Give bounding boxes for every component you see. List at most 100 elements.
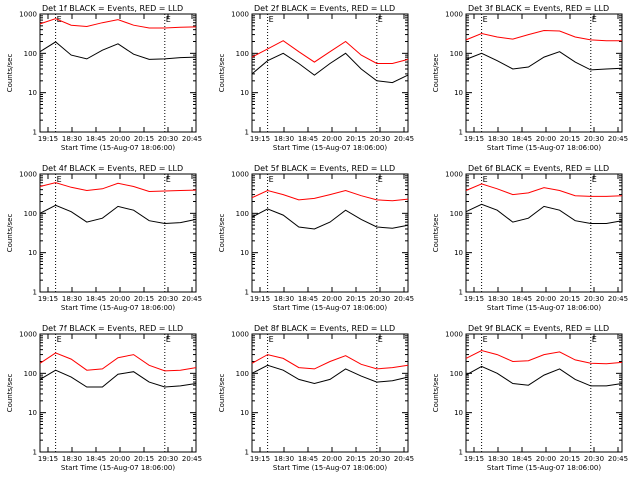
y-tick-label: 10 <box>28 249 37 257</box>
event-marker-label: E <box>483 175 488 184</box>
y-tick-label: 10 <box>454 89 463 97</box>
x-tick-label: 19:15 <box>464 135 484 143</box>
x-tick-label: 20:00 <box>110 455 130 463</box>
x-tick-label: 19:15 <box>464 455 484 463</box>
x-tick-label: 18:30 <box>488 135 508 143</box>
x-tick-label: 20:30 <box>158 135 178 143</box>
x-tick-label: 20:00 <box>110 295 130 303</box>
y-tick-label: 1 <box>245 289 249 297</box>
y-tick-label: 1 <box>245 449 249 457</box>
y-tick-label: 1000 <box>19 171 37 179</box>
x-tick-label: 18:30 <box>488 455 508 463</box>
detector-panel-8: Det 8f BLACK = Events, RED = LLD 1 10 100 10… <box>218 324 414 472</box>
x-tick-label: 20:15 <box>560 455 580 463</box>
y-axis-label: Counts/sec <box>432 374 440 413</box>
x-tick-label: 20:15 <box>134 135 154 143</box>
x-tick-label: 18:30 <box>62 135 82 143</box>
y-tick-label: 100 <box>24 370 37 378</box>
series-line-lld <box>465 183 623 197</box>
y-tick-label: 10 <box>28 89 37 97</box>
series-line-events <box>251 208 409 230</box>
x-tick-label: 18:30 <box>274 135 294 143</box>
detector-panel-5: Det 5f BLACK = Events, RED = LLD 1 10 100 10… <box>218 164 414 312</box>
x-tick-label: 20:15 <box>560 295 580 303</box>
y-tick-label: 10 <box>28 409 37 417</box>
x-tick-label: 20:45 <box>608 295 628 303</box>
y-axis-label: Counts/sec <box>6 214 14 253</box>
detector-panel-4: Det 4f BLACK = Events, RED = LLD 1 10 100 10… <box>6 164 202 312</box>
y-tick-label: 100 <box>450 210 463 218</box>
x-tick-label: 18:30 <box>274 295 294 303</box>
plot-frame <box>465 333 623 453</box>
detector-panel-3: Det 3f BLACK = Events, RED = LLD 1 10 100 10… <box>432 4 628 152</box>
x-tick-label: 20:45 <box>394 135 414 143</box>
series-line-lld <box>465 29 622 42</box>
detector-panel-1: Det 1f BLACK = Events, RED = LLD 1 10 100 10… <box>6 4 202 152</box>
y-tick-label: 1000 <box>19 11 37 19</box>
y-tick-label: 1 <box>459 289 463 297</box>
x-axis-label: Start Time (15-Aug-07 18:06:00) <box>61 144 175 152</box>
y-tick-label: 100 <box>24 50 37 58</box>
event-marker-label: E <box>57 335 62 344</box>
event-marker-label: E <box>166 335 171 344</box>
x-tick-label: 18:45 <box>86 455 106 463</box>
plot-frame <box>465 173 623 293</box>
x-tick-label: 20:30 <box>158 295 178 303</box>
x-tick-label: 20:30 <box>370 135 390 143</box>
plot-frame <box>39 173 197 293</box>
y-tick-label: 1000 <box>231 11 249 19</box>
y-tick-label: 100 <box>24 210 37 218</box>
plot-frame <box>251 333 409 453</box>
x-tick-label: 19:15 <box>250 135 270 143</box>
event-marker-label: E <box>166 175 171 184</box>
x-tick-label: 20:15 <box>346 295 366 303</box>
event-marker-label: E <box>483 335 488 344</box>
y-tick-label: 10 <box>240 409 249 417</box>
x-tick-label: 20:00 <box>536 135 556 143</box>
y-tick-label: 100 <box>236 370 249 378</box>
x-tick-label: 20:15 <box>346 455 366 463</box>
detector-panel-6: Det 6f BLACK = Events, RED = LLD 1 10 100 10… <box>432 164 628 312</box>
series-line-lld <box>465 349 623 365</box>
y-tick-label: 10 <box>240 89 249 97</box>
y-tick-label: 1000 <box>231 171 249 179</box>
event-marker-label: E <box>592 335 597 344</box>
x-tick-label: 20:45 <box>182 295 202 303</box>
y-axis-label: Counts/sec <box>218 214 226 253</box>
x-tick-label: 20:30 <box>158 455 178 463</box>
x-tick-label: 20:00 <box>322 455 342 463</box>
x-tick-label: 20:00 <box>536 455 556 463</box>
panel-title: Det 2f BLACK = Events, RED = LLD <box>254 4 395 13</box>
event-marker-label: E <box>483 15 488 24</box>
x-tick-label: 19:15 <box>38 455 58 463</box>
x-tick-label: 18:30 <box>488 295 508 303</box>
x-axis-label: Start Time (15-Aug-07 18:06:00) <box>273 304 387 312</box>
event-marker-label: E <box>378 175 383 184</box>
x-axis-label: Start Time (15-Aug-07 18:06:00) <box>487 144 601 152</box>
x-axis-label: Start Time (15-Aug-07 18:06:00) <box>487 464 601 472</box>
x-tick-label: 18:45 <box>298 135 318 143</box>
y-tick-label: 100 <box>236 50 249 58</box>
series-line-lld <box>39 352 197 372</box>
event-marker-label: E <box>57 175 62 184</box>
y-axis-label: Counts/sec <box>432 214 440 253</box>
x-tick-label: 18:30 <box>62 295 82 303</box>
x-tick-label: 20:45 <box>182 135 202 143</box>
y-tick-label: 10 <box>454 249 463 257</box>
y-axis-label: Counts/sec <box>218 54 226 93</box>
series-line-lld <box>251 40 409 64</box>
x-axis-label: Start Time (15-Aug-07 18:06:00) <box>487 304 601 312</box>
x-tick-label: 20:00 <box>110 135 130 143</box>
x-tick-label: 20:00 <box>322 135 342 143</box>
x-tick-label: 18:45 <box>512 295 532 303</box>
series-line-events <box>465 51 623 71</box>
x-tick-label: 20:45 <box>608 135 628 143</box>
y-tick-label: 1 <box>245 129 249 137</box>
y-axis-label: Counts/sec <box>6 54 14 93</box>
y-tick-label: 1000 <box>445 171 463 179</box>
panel-title: Det 6f BLACK = Events, RED = LLD <box>468 164 609 173</box>
detector-panel-2: Det 2f BLACK = Events, RED = LLD 1 10 100 10… <box>218 4 414 152</box>
x-tick-label: 18:45 <box>512 135 532 143</box>
x-tick-label: 18:45 <box>298 295 318 303</box>
